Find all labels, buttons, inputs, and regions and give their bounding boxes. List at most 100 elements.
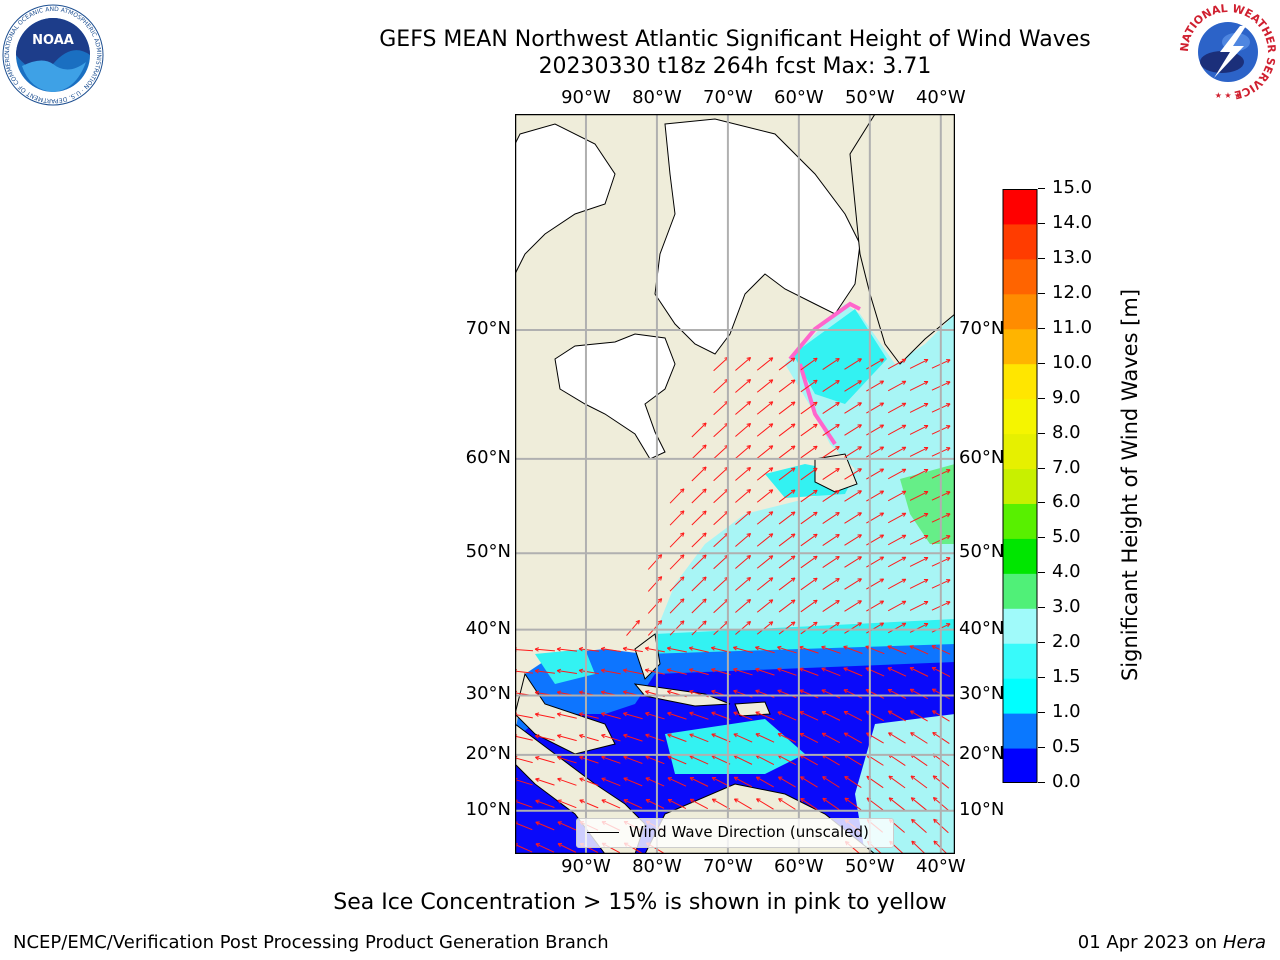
wind-arrow-head (923, 534, 929, 540)
lat-label-left: 10°N (465, 798, 511, 820)
wind-arrow (623, 777, 643, 787)
wind-arrow (821, 689, 841, 699)
svg-text:★ ★ ★: ★ ★ ★ (1215, 91, 1242, 100)
wind-arrow (778, 533, 796, 547)
wind-arrow (733, 668, 753, 676)
wind-arrow-head (777, 645, 782, 651)
wind-arrow-head (679, 598, 685, 603)
colorbar (1002, 189, 1038, 783)
wind-arrow-head (821, 689, 826, 694)
wind-arrow-head (679, 576, 685, 581)
wind-arrow-head (579, 799, 584, 804)
wind-arrow-head (813, 401, 818, 406)
wind-arrow-head (835, 401, 840, 407)
wind-arrow-head (843, 689, 848, 694)
map-gridlines (515, 114, 955, 854)
wind-arrow-head (557, 734, 562, 739)
wind-arrow-head (702, 444, 707, 449)
wind-arrow (800, 489, 818, 503)
wind-arrow (888, 797, 906, 811)
wind-arrow (713, 356, 729, 372)
wind-arrow (645, 755, 665, 765)
colorbar-tick-label: 3.0 (1052, 596, 1081, 618)
wind-arrow-head (578, 646, 584, 652)
lon-label-top: 40°W (915, 87, 966, 108)
wind-arrow-head (813, 445, 818, 450)
wind-arrow-head (813, 577, 818, 582)
wind-arrow-head (822, 776, 827, 781)
wind-arrow (669, 488, 685, 504)
wind-arrow-head (623, 755, 628, 760)
wind-arrow-head (556, 647, 561, 652)
wind-arrow (887, 578, 907, 590)
colorbar-tick-label: 10.0 (1052, 351, 1093, 373)
wind-arrow (645, 647, 665, 653)
wind-arrow (800, 555, 818, 569)
wind-arrow-head (835, 467, 840, 473)
wind-arrow-head (768, 489, 774, 494)
wind-arrow-head (679, 510, 685, 515)
wind-arrow (844, 512, 862, 524)
wind-arrow-head (909, 645, 914, 650)
chart-title: GEFS MEAN Northwest Atlantic Significant… (379, 27, 1091, 52)
wind-arrow (844, 446, 862, 458)
wind-arrow (735, 423, 751, 437)
wind-arrow (713, 554, 729, 570)
wind-arrow-head (601, 712, 606, 717)
wind-arrow (844, 358, 862, 370)
wind-arrow-head (768, 599, 774, 604)
wind-arrow-head (879, 358, 885, 363)
wind-arrow (691, 532, 707, 548)
wind-arrow-head (933, 818, 938, 824)
wind-arrow (735, 401, 751, 415)
wind-arrow (778, 489, 796, 503)
wind-arrow-head (813, 511, 818, 516)
wind-arrow-head (946, 623, 951, 628)
wind-arrow-head (911, 818, 916, 824)
lat-label-right: 30°N (959, 683, 1005, 705)
wind-arrow-head (657, 554, 663, 559)
wind-arrow (800, 577, 818, 591)
lat-label-left: 40°N (465, 617, 511, 639)
wind-arrow (647, 598, 663, 614)
wind-arrow-head (579, 733, 584, 739)
colorbar-segment (1003, 503, 1037, 539)
wind-arrow (911, 840, 927, 854)
wind-arrow (756, 776, 774, 788)
wind-arrow-head (901, 490, 907, 495)
wind-arrow (647, 576, 663, 592)
wind-arrow (756, 401, 774, 415)
wind-arrow (778, 555, 796, 569)
wind-arrow-head (887, 667, 892, 672)
wind-arrow (910, 732, 928, 744)
wind-arrow (887, 468, 907, 480)
colorbar-segment (1003, 748, 1037, 783)
wind-arrow-head (946, 359, 951, 364)
lon-label-bottom: 70°W (703, 856, 753, 877)
wind-arrow (909, 623, 929, 633)
wind-arrow (756, 621, 774, 635)
colorbar-tick-label: 1.0 (1052, 701, 1081, 723)
wind-arrow-head (879, 622, 885, 627)
colorbar-tick-mark (1038, 712, 1045, 714)
wind-arrow-head (835, 445, 840, 451)
wind-arrow (909, 601, 929, 611)
wind-arrow-head (746, 466, 752, 472)
colorbar-tick-label: 2.0 (1052, 631, 1081, 653)
noaa-logo: NATIONAL OCEANIC AND ATMOSPHERIC ADMINIS… (2, 4, 104, 106)
wind-arrow-head (843, 645, 848, 650)
wind-arrow-head (923, 556, 929, 562)
wind-arrow-head (946, 381, 951, 386)
colorbar-tick-label: 4.0 (1052, 561, 1081, 583)
wind-arrow (645, 712, 665, 720)
colorbar-label: Significant Height of Wind Waves [m] (1118, 288, 1142, 682)
wind-arrow-head (777, 689, 782, 694)
wind-arrow (713, 488, 729, 504)
wind-arrow-head (790, 599, 796, 604)
wind-arrow (756, 511, 774, 525)
wind-arrow-head (946, 601, 951, 606)
wind-arrow (669, 576, 685, 592)
wind-arrow (844, 424, 862, 436)
wind-arrow (735, 555, 751, 569)
wind-arrow-head (946, 469, 951, 474)
